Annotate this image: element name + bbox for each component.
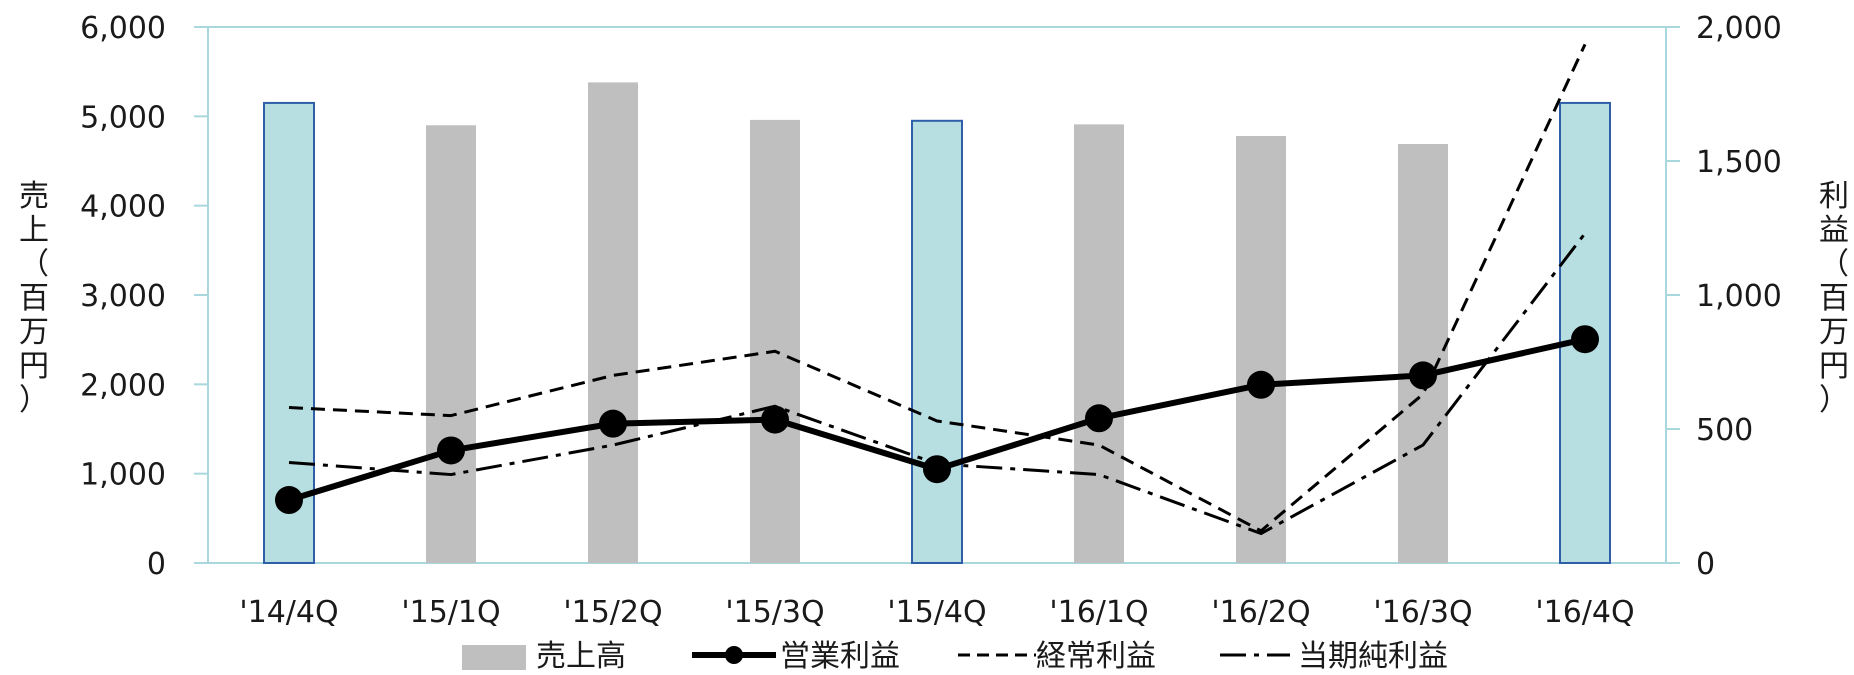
x-tick-label: '14/4Q <box>239 595 338 630</box>
left-tick-label: 3,000 <box>80 279 166 314</box>
y-left-axis-title: 売上（百万円） <box>19 179 49 418</box>
x-tick-label: '15/2Q <box>563 595 662 630</box>
series-marker <box>599 409 627 438</box>
left-tick-label: 6,000 <box>80 11 166 46</box>
series-marker <box>923 455 951 484</box>
bar <box>1398 144 1448 563</box>
series-line-2 <box>288 43 1587 533</box>
series-marker <box>275 486 303 515</box>
series-marker <box>1085 404 1113 433</box>
right-tick-label: 500 <box>1696 413 1753 448</box>
x-tick-label: '16/1Q <box>1049 595 1148 630</box>
bar <box>1074 124 1124 563</box>
bar <box>588 82 638 564</box>
x-tick-label: '15/3Q <box>725 595 824 630</box>
legend-swatch-marker-1 <box>725 646 743 664</box>
right-tick-label: 2,000 <box>1696 11 1782 46</box>
legend-label-line-1: 営業利益 <box>780 639 900 670</box>
left-tick-label: 1,000 <box>80 458 166 493</box>
bar <box>426 125 476 564</box>
right-tick-label: 0 <box>1696 547 1715 582</box>
left-tick-label: 2,000 <box>80 368 166 403</box>
x-tick-label: '15/4Q <box>887 595 986 630</box>
y-right-axis-title: 利益（百万円） <box>1819 179 1849 418</box>
series-marker <box>1247 370 1275 399</box>
x-tick-label: '15/1Q <box>401 595 500 630</box>
legend-label-line-3: 当期純利益 <box>1298 639 1448 670</box>
legend-label-line-2: 経常利益 <box>1036 639 1156 670</box>
left-tick-label: 4,000 <box>80 190 166 225</box>
series-marker <box>437 436 465 465</box>
series-marker <box>761 405 789 434</box>
x-tick-label: '16/4Q <box>1535 595 1634 630</box>
bar <box>1236 135 1286 563</box>
right-tick-label: 1,000 <box>1696 279 1782 314</box>
legend-swatch-bars <box>462 645 526 671</box>
left-tick-label: 5,000 <box>80 100 166 135</box>
right-tick-label: 1,500 <box>1696 145 1782 180</box>
series-marker <box>1409 361 1437 390</box>
bar <box>750 119 800 563</box>
bar <box>911 119 963 565</box>
left-tick-label: 0 <box>147 547 166 582</box>
series-marker <box>1571 325 1599 354</box>
x-tick-label: '16/2Q <box>1211 595 1310 630</box>
legend-label-bars: 売上高 <box>536 639 626 670</box>
x-tick-label: '16/3Q <box>1373 595 1472 630</box>
